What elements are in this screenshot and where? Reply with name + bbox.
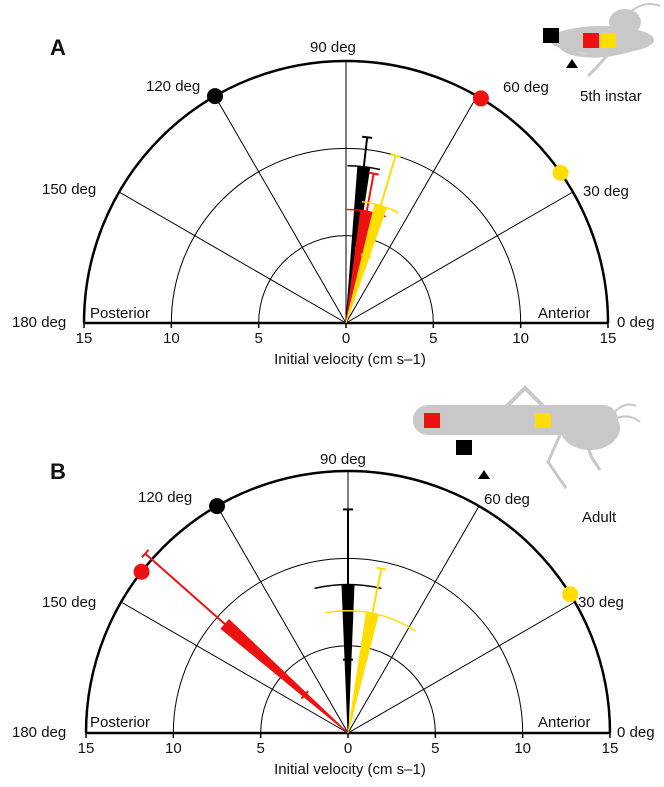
angle-label-120: 120 deg [138, 489, 192, 506]
yellow-error-cap [390, 153, 401, 158]
posterior-label: Posterior [90, 714, 150, 731]
yellow-marker-dot [562, 586, 579, 603]
x-tick-label: 10 [514, 740, 531, 757]
x-tick-label: 15 [76, 330, 93, 347]
black-error-cap [355, 194, 366, 198]
yellow-marker-icon [535, 413, 551, 428]
x-tick-label: 15 [602, 740, 619, 757]
red-error-cap [300, 690, 309, 700]
black-marker-dot [207, 88, 223, 105]
angle-label-0: 0 deg [617, 314, 655, 331]
x-tick-label: 10 [163, 330, 180, 347]
yellow-error-cap [376, 566, 387, 571]
angle-label-150: 150 deg [42, 181, 96, 198]
stage-label: 5th instar [580, 88, 642, 105]
angle-label-60: 60 deg [503, 79, 549, 96]
red-marker-icon [583, 33, 599, 48]
red-marker-dot [133, 563, 150, 580]
x-tick-label: 5 [429, 330, 437, 347]
angle-label-180: 180 deg [12, 314, 66, 331]
x-tick-label: 15 [600, 330, 617, 347]
spoke-150 [120, 601, 349, 734]
black-marker-icon [456, 440, 472, 455]
yellow-speed-sd-line [364, 155, 397, 257]
anterior-label: Anterior [538, 714, 591, 731]
red-marker-icon [424, 413, 440, 428]
yellow-error-cap [360, 253, 371, 259]
panel-letter: A [50, 35, 66, 60]
angle-label-90: 90 deg [310, 39, 356, 56]
x-tick-label: 10 [512, 330, 529, 347]
posterior-label: Posterior [90, 305, 150, 322]
black-marker-dot [209, 498, 225, 515]
spoke-30 [345, 191, 574, 324]
angle-label-60: 60 deg [484, 491, 530, 508]
x-tick-label: 0 [344, 740, 352, 757]
red-marker-dot [472, 90, 489, 107]
data-series [207, 88, 569, 324]
spoke-120 [214, 95, 347, 324]
grasshopper-adult-illustration [413, 385, 641, 489]
data-series [133, 498, 579, 734]
red-error-cap [141, 549, 150, 559]
red-error-cap [354, 247, 365, 252]
x-tick-label: 10 [165, 740, 182, 757]
polar-grid [82, 59, 610, 325]
axis-ticks: 15 10 5 0 5 10 15 [76, 323, 617, 347]
x-tick-label: 0 [342, 330, 350, 347]
center-of-mass-icon [566, 59, 578, 68]
stage-label: Adult [582, 509, 617, 526]
angle-label-30: 30 deg [583, 183, 629, 200]
yellow-marker-dot [552, 164, 569, 181]
x-axis-label: Initial velocity (cm s–1) [274, 351, 426, 368]
black-error-cap [362, 135, 373, 139]
x-axis-label: Initial velocity (cm s–1) [274, 761, 426, 778]
yellow-error-cap [358, 655, 369, 660]
angle-label-90: 90 deg [320, 451, 366, 468]
center-of-mass-icon [478, 470, 490, 479]
grasshopper-nymph-illustration [543, 3, 661, 78]
black-marker-icon [543, 28, 559, 43]
spoke-60 [345, 95, 478, 324]
spoke-60 [347, 505, 480, 734]
panel-b: B 15 10 5 0 5 10 15 Posterior Anterior Initial… [12, 385, 655, 778]
anterior-label: Anterior [538, 305, 591, 322]
yellow-marker-icon [600, 33, 616, 48]
angle-label-120: 120 deg [146, 78, 200, 95]
angle-label-180: 180 deg [12, 724, 66, 741]
angle-label-30: 30 deg [578, 594, 624, 611]
angle-label-0: 0 deg [617, 724, 655, 741]
panel-a: A 15 10 5 0 5 10 15 Posterior Anterior Initial… [12, 3, 661, 368]
panel-letter: B [50, 459, 66, 484]
yellow-speed-sd-line [362, 568, 383, 658]
x-tick-label: 5 [254, 330, 262, 347]
red-error-cap [368, 171, 379, 176]
x-tick-label: 5 [256, 740, 264, 757]
black-speed-sd-line [359, 137, 369, 197]
spoke-150 [118, 191, 347, 324]
spoke-30 [347, 601, 576, 734]
x-tick-label: 15 [78, 740, 95, 757]
axis-ticks: 15 10 5 0 5 10 15 [78, 733, 619, 757]
angle-label-150: 150 deg [42, 594, 96, 611]
red-speed-sd-line [358, 173, 375, 250]
x-tick-label: 5 [431, 740, 439, 757]
spoke-120 [216, 505, 349, 734]
red-speed-sd-line [144, 552, 306, 696]
